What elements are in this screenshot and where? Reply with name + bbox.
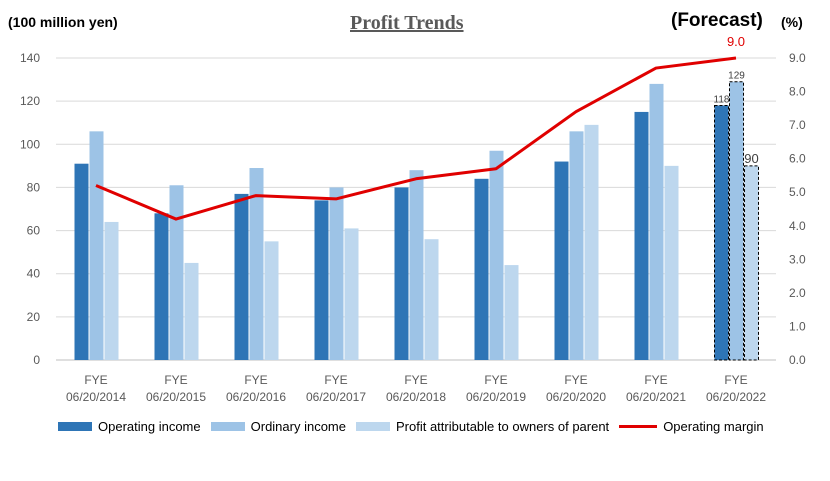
chart-title: Profit Trends xyxy=(350,12,464,34)
ordinary-income-bar xyxy=(569,131,584,360)
x-tick-label: FYE xyxy=(164,373,187,387)
y-tick-label-right: 8.0 xyxy=(789,85,806,99)
left-axis-unit: (100 million yen) xyxy=(8,14,118,30)
operating-margin-data-label: 9.0 xyxy=(727,34,745,49)
x-tick-label: 06/20/2019 xyxy=(466,390,526,404)
y-tick-label-left: 40 xyxy=(27,267,41,281)
y-tick-label-right: 0.0 xyxy=(789,353,806,367)
y-tick-label-left: 20 xyxy=(27,310,41,324)
ordinary-income-bar xyxy=(89,131,104,360)
profit-parent-bar xyxy=(664,165,679,360)
x-tick-label: FYE xyxy=(244,373,267,387)
ordinary-income-bar xyxy=(489,150,504,360)
operating-income-bar xyxy=(394,187,409,360)
operating-income-bar xyxy=(474,178,489,360)
forecast-data-label: 90 xyxy=(744,151,758,166)
profit-parent-bar xyxy=(184,262,199,360)
y-tick-label-left: 100 xyxy=(20,137,40,151)
ordinary-income-bar xyxy=(249,168,264,360)
legend: Operating income Ordinary income Profit … xyxy=(58,419,774,434)
x-tick-label: 06/20/2020 xyxy=(546,390,606,404)
axis-labels: 0 20 40 60 80 100 120 140 0.0 1.0 2.0 3.0 4.0 5.0 6.0 7… xyxy=(20,34,806,404)
y-tick-label-right: 9.0 xyxy=(789,51,806,65)
legend-label: Ordinary income xyxy=(250,419,346,434)
x-tick-label: FYE xyxy=(404,373,427,387)
profit-parent-bar xyxy=(104,221,119,360)
forecast-data-label: 118 xyxy=(714,94,730,105)
x-tick-label: 06/20/2022 xyxy=(706,390,766,404)
operating-income-bar xyxy=(234,193,249,360)
y-tick-label-left: 0 xyxy=(33,353,40,367)
ordinary-income-bar xyxy=(169,185,184,360)
y-tick-label-left: 80 xyxy=(27,180,41,194)
ordinary-income-bar xyxy=(649,83,664,360)
y-tick-label-right: 5.0 xyxy=(789,185,806,199)
ordinary-income-bar xyxy=(409,170,424,360)
operating-income-bar xyxy=(314,200,329,360)
legend-item-operating-margin: Operating margin xyxy=(619,419,764,434)
operating-income-bar xyxy=(154,213,169,360)
legend-label: Operating income xyxy=(98,419,201,434)
ordinary-income-bar xyxy=(729,81,744,361)
operating-income-bar xyxy=(634,111,649,360)
y-tick-label-right: 6.0 xyxy=(789,152,806,166)
profit-parent-bar xyxy=(504,265,519,360)
legend-item-profit-parent: Profit attributable to owners of parent xyxy=(356,419,609,434)
operating-income-bar xyxy=(74,163,89,360)
legend-item-operating-income: Operating income xyxy=(58,419,201,434)
legend-item-ordinary-income: Ordinary income xyxy=(210,419,346,434)
margin-line-layer xyxy=(95,56,737,221)
y-tick-label-left: 140 xyxy=(20,51,40,65)
operating-margin-line xyxy=(95,56,737,221)
forecast-data-label: 129 xyxy=(728,71,745,82)
legend-label: Profit attributable to owners of parent xyxy=(396,419,610,434)
x-tick-label: FYE xyxy=(564,373,587,387)
x-tick-label: 06/20/2014 xyxy=(66,390,126,404)
ordinary-income-bar xyxy=(329,187,344,360)
y-tick-label-right: 1.0 xyxy=(789,319,806,333)
x-tick-label: 06/20/2016 xyxy=(226,390,286,404)
forecast-label: (Forecast) xyxy=(671,10,763,31)
operating-income-bar xyxy=(714,104,729,361)
legend-swatch xyxy=(58,422,92,431)
profit-parent-bar xyxy=(344,228,359,360)
x-tick-label: FYE xyxy=(84,373,107,387)
profit-parent-bar xyxy=(584,124,599,360)
legend-swatch xyxy=(356,422,390,431)
profit-parent-bar xyxy=(424,239,439,360)
y-tick-label-right: 2.0 xyxy=(789,286,806,300)
y-tick-label-right: 7.0 xyxy=(789,118,806,132)
legend-swatch xyxy=(210,422,245,431)
profit-parent-bar xyxy=(744,165,759,361)
x-tick-label: FYE xyxy=(324,373,347,387)
y-tick-label-right: 3.0 xyxy=(789,252,806,266)
x-tick-label: FYE xyxy=(484,373,507,387)
y-tick-label-left: 60 xyxy=(27,224,41,238)
x-tick-label: 06/20/2021 xyxy=(626,390,686,404)
x-tick-label: FYE xyxy=(724,373,747,387)
x-tick-label: 06/20/2018 xyxy=(386,390,446,404)
profit-parent-bar xyxy=(264,241,279,360)
y-tick-label-left: 120 xyxy=(20,94,40,108)
y-tick-label-right: 4.0 xyxy=(789,219,806,233)
legend-line-swatch xyxy=(619,425,658,428)
operating-income-bar xyxy=(554,161,569,360)
x-tick-label: 06/20/2017 xyxy=(306,390,366,404)
legend-label: Operating margin xyxy=(663,419,764,434)
x-tick-label: 06/20/2015 xyxy=(146,390,206,404)
bars xyxy=(74,81,759,361)
x-tick-label: FYE xyxy=(644,373,667,387)
right-axis-unit: (%) xyxy=(781,14,803,30)
